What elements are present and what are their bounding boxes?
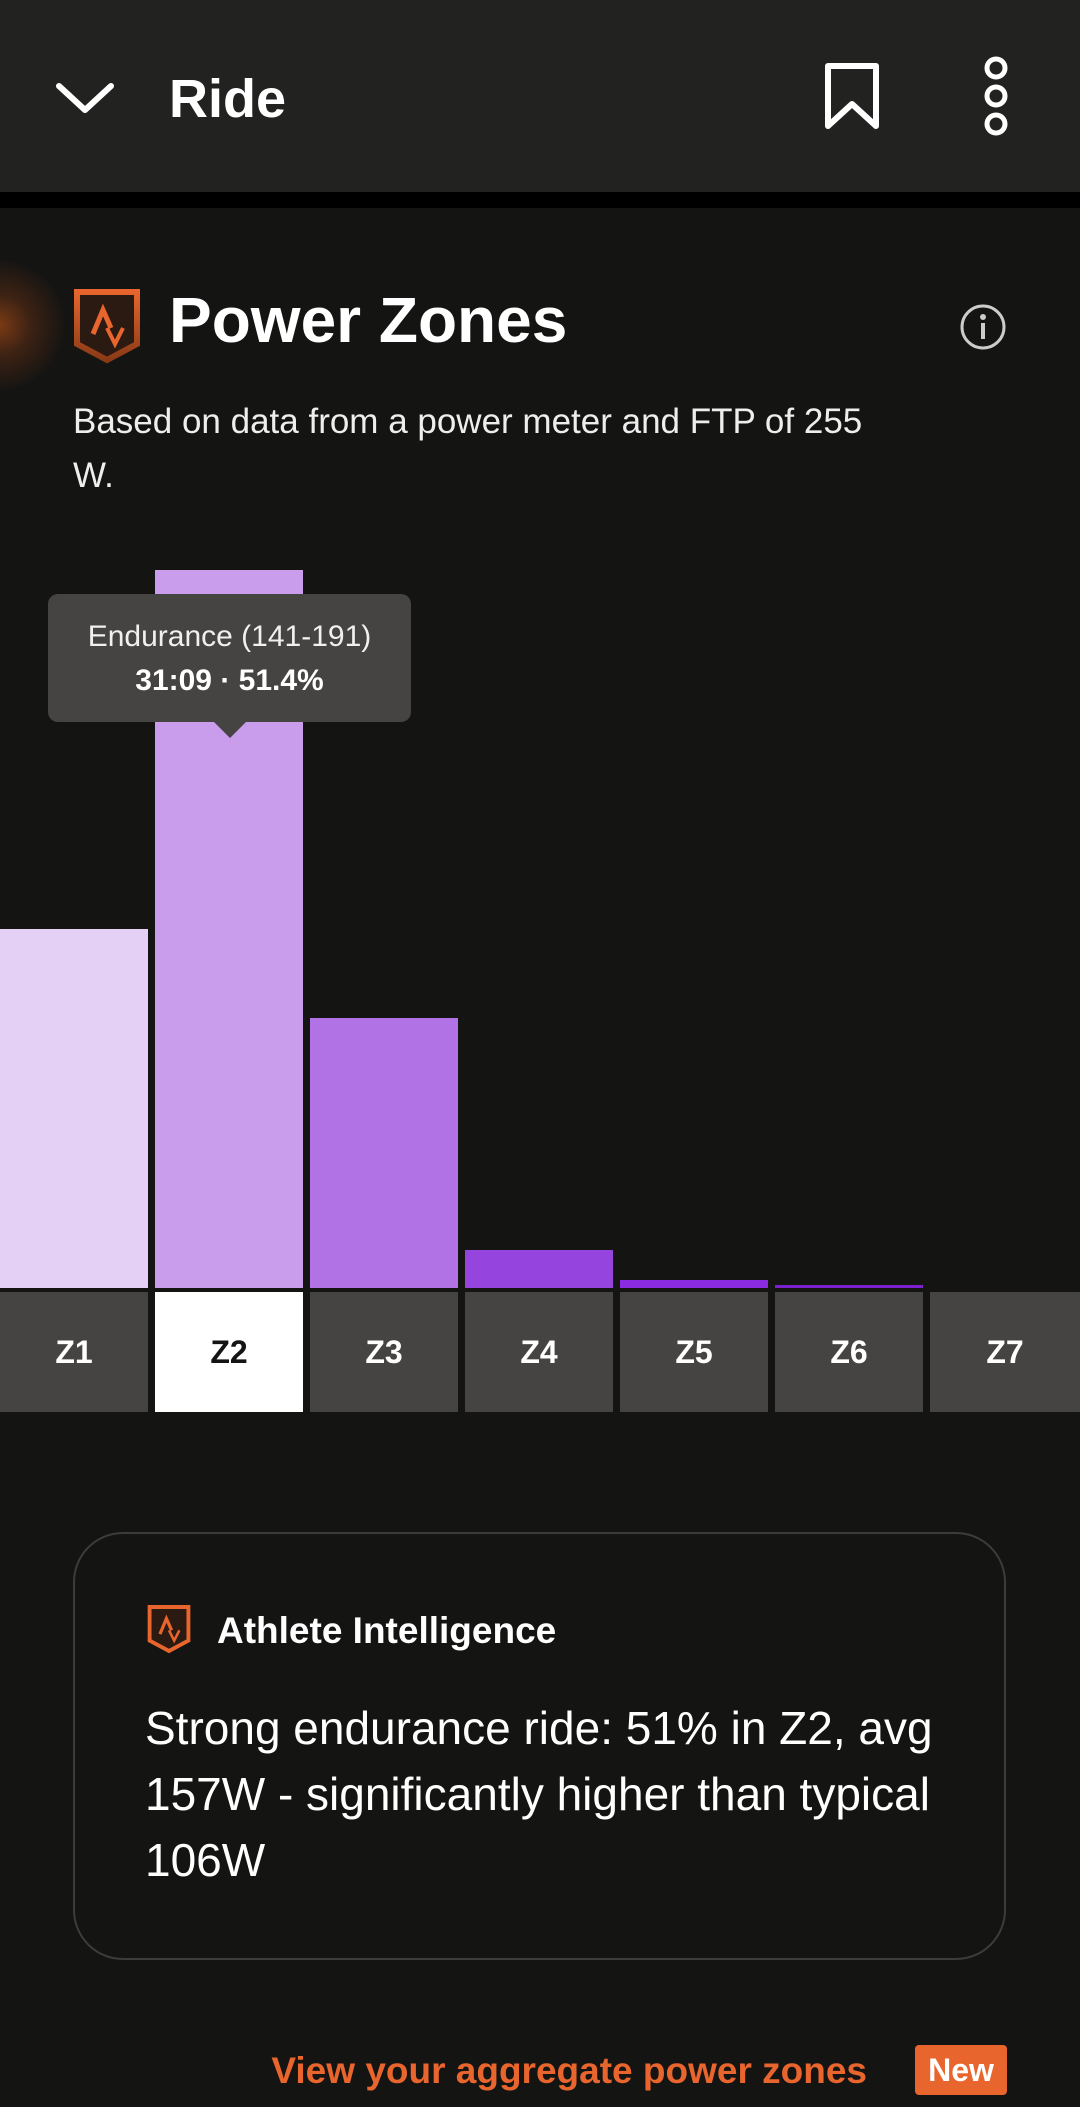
bar-z5[interactable] <box>620 1280 768 1288</box>
tooltip-label: Endurance (141-191) <box>87 620 372 653</box>
athlete-intelligence-icon <box>147 1604 191 1659</box>
zone-tooltip: Endurance (141-191) 31:09 · 51.4% <box>48 594 411 738</box>
bookmark-icon[interactable] <box>822 62 882 132</box>
new-badge: New <box>915 2045 1007 2095</box>
tooltip-value: 31:09 · 51.4% <box>135 664 324 697</box>
top-bar <box>0 0 1080 192</box>
strava-shield-icon <box>73 288 141 369</box>
page-title: Ride <box>169 69 287 129</box>
zone-tab-z5[interactable]: Z5 <box>620 1292 768 1412</box>
zone-tab-z4[interactable]: Z4 <box>465 1292 613 1412</box>
zone-tab-z3[interactable]: Z3 <box>310 1292 458 1412</box>
section-title: Power Zones <box>169 284 568 356</box>
zone-tab-z7[interactable]: Z7 <box>930 1292 1080 1412</box>
zone-tab-z6[interactable]: Z6 <box>775 1292 923 1412</box>
collapse-chevron-icon[interactable] <box>55 78 115 118</box>
bar-z1[interactable] <box>0 929 148 1288</box>
zone-tab-z1[interactable]: Z1 <box>0 1292 148 1412</box>
info-icon[interactable] <box>959 303 1007 356</box>
aggregate-zones-link[interactable]: View your aggregate power zones <box>271 2050 867 2091</box>
divider <box>0 192 1080 208</box>
bar-z6[interactable] <box>775 1285 923 1288</box>
bar-z3[interactable] <box>310 1018 458 1288</box>
section-subtitle: Based on data from a power meter and FTP… <box>73 402 863 495</box>
bar-z4[interactable] <box>465 1250 613 1288</box>
glow-decoration <box>0 250 70 400</box>
more-options-icon[interactable] <box>978 56 1018 136</box>
athlete-intelligence-card[interactable] <box>73 1532 1006 1960</box>
zone-tab-z2[interactable]: Z2 <box>155 1292 303 1412</box>
insight-title: Athlete Intelligence <box>217 1610 557 1651</box>
insight-body: Strong endurance ride: 51% in Z2, avg 15… <box>145 1702 933 1886</box>
